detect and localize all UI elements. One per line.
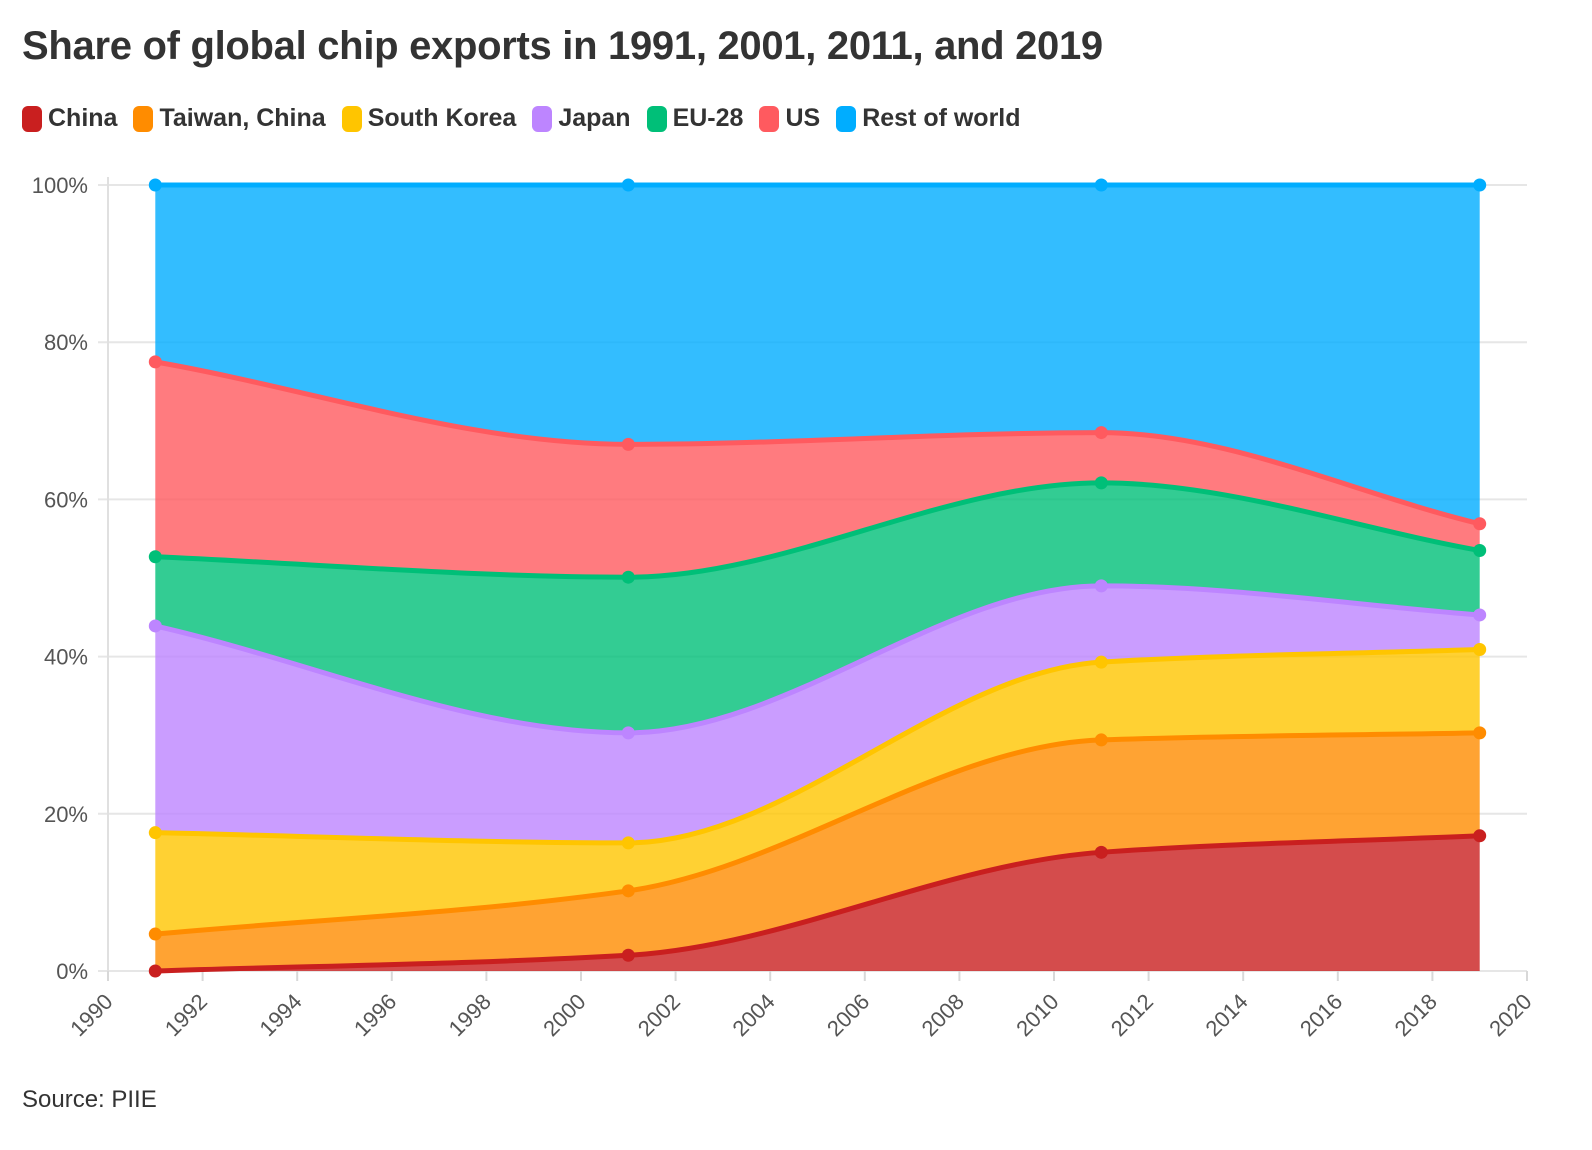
x-tick-label: 1998 xyxy=(444,989,496,1041)
legend-label: Japan xyxy=(558,104,631,132)
line-eu-28 xyxy=(155,480,1481,580)
legend-item-japan[interactable]: Japan xyxy=(532,104,631,133)
point-south-korea-2011 xyxy=(1094,655,1108,669)
point-rest-of-world-2001 xyxy=(621,178,635,192)
x-tick-label: 2004 xyxy=(727,989,779,1041)
legend-item-south-korea[interactable]: South Korea xyxy=(341,104,517,133)
line-south-korea xyxy=(155,647,1480,846)
legend-item-taiwan-china[interactable]: Taiwan, China xyxy=(133,104,326,133)
x-tick-label: 2014 xyxy=(1200,989,1252,1041)
y-tick-label: 60% xyxy=(44,487,88,512)
y-tick-label: 40% xyxy=(44,645,88,670)
point-taiwan-china-2001 xyxy=(621,884,635,898)
legend-swatch xyxy=(22,105,42,132)
legend-label: China xyxy=(48,104,118,132)
data-points xyxy=(148,178,1487,978)
point-china-2001 xyxy=(621,948,635,962)
point-rest-of-world-2019 xyxy=(1473,178,1487,192)
x-tick-label: 2010 xyxy=(1011,989,1063,1041)
x-tick-label: 1996 xyxy=(349,989,401,1041)
point-taiwan-china-2011 xyxy=(1094,733,1108,747)
legend-swatch xyxy=(532,105,553,132)
x-tick-label: 1992 xyxy=(160,989,212,1041)
point-us-2001 xyxy=(621,437,635,451)
point-china-2019 xyxy=(1473,829,1487,843)
point-south-korea-2019 xyxy=(1473,643,1487,657)
y-tick-label: 0% xyxy=(56,959,88,984)
x-tick-label: 2020 xyxy=(1484,989,1536,1041)
x-tick-label: 2006 xyxy=(822,989,874,1041)
chart-legend: China Taiwan, China South Korea Japan EU-28 U… xyxy=(22,104,1021,133)
x-tick-label: 2018 xyxy=(1390,989,1442,1041)
area-us xyxy=(155,361,1480,578)
x-tick-label: 1994 xyxy=(254,989,306,1041)
line-us xyxy=(154,359,1481,527)
legend-label: Rest of world xyxy=(862,104,1021,132)
x-tick-label: 1990 xyxy=(65,989,117,1041)
point-eu-28-2011 xyxy=(1094,476,1108,490)
line-china xyxy=(155,833,1480,974)
point-eu-28-2001 xyxy=(621,570,635,584)
point-taiwan-china-2019 xyxy=(1473,726,1487,740)
point-us-1991 xyxy=(148,355,162,369)
legend-swatch xyxy=(836,105,857,132)
legend-item-rest-of-world[interactable]: Rest of world xyxy=(836,104,1021,133)
source-note: Source: PIIE xyxy=(22,1086,157,1113)
line-japan xyxy=(154,583,1480,736)
point-japan-2011 xyxy=(1094,579,1108,593)
y-tick-label: 100% xyxy=(32,173,88,198)
point-japan-2001 xyxy=(621,726,635,740)
x-tick-label: 2002 xyxy=(633,989,685,1041)
point-japan-2019 xyxy=(1473,608,1487,622)
series-lines xyxy=(154,182,1481,974)
legend-item-us[interactable]: US xyxy=(759,104,820,133)
y-tick-label: 20% xyxy=(44,802,88,827)
area-china xyxy=(155,835,1480,971)
area-taiwan-china xyxy=(155,732,1480,971)
legend-label: EU-28 xyxy=(672,104,744,132)
area-south-korea xyxy=(155,649,1480,935)
legend-label: South Korea xyxy=(367,104,517,132)
chart-title: Share of global chip exports in 1991, 20… xyxy=(22,24,1103,68)
point-south-korea-2001 xyxy=(621,836,635,850)
x-tick-label: 2016 xyxy=(1295,989,1347,1041)
point-rest-of-world-2011 xyxy=(1094,178,1108,192)
point-us-2011 xyxy=(1094,426,1108,440)
legend-label: US xyxy=(785,104,821,132)
point-japan-1991 xyxy=(148,619,162,633)
x-tick-label: 2012 xyxy=(1106,989,1158,1041)
area-japan xyxy=(155,585,1480,843)
point-us-2019 xyxy=(1473,517,1487,531)
line-taiwan-china xyxy=(155,730,1480,937)
area-eu-28 xyxy=(155,482,1480,733)
x-tick-label: 2000 xyxy=(538,989,590,1041)
areas xyxy=(155,185,1480,971)
legend-swatch xyxy=(646,105,667,132)
legend-swatch xyxy=(133,105,154,132)
legend-item-eu-28[interactable]: EU-28 xyxy=(646,104,744,133)
x-tick-label: 2008 xyxy=(917,989,969,1041)
legend-item-china[interactable]: China xyxy=(22,104,117,133)
legend-label: Taiwan, China xyxy=(159,104,326,132)
point-taiwan-china-1991 xyxy=(148,927,162,941)
point-eu-28-2019 xyxy=(1473,543,1487,557)
point-eu-28-1991 xyxy=(148,550,162,564)
legend-swatch xyxy=(759,105,780,132)
point-south-korea-1991 xyxy=(148,826,162,840)
point-china-1991 xyxy=(148,964,162,978)
y-tick-label: 80% xyxy=(44,330,88,355)
legend-swatch xyxy=(341,105,362,132)
point-china-2011 xyxy=(1094,845,1108,859)
point-rest-of-world-1991 xyxy=(148,178,162,192)
area-rest-of-world xyxy=(155,185,1480,524)
